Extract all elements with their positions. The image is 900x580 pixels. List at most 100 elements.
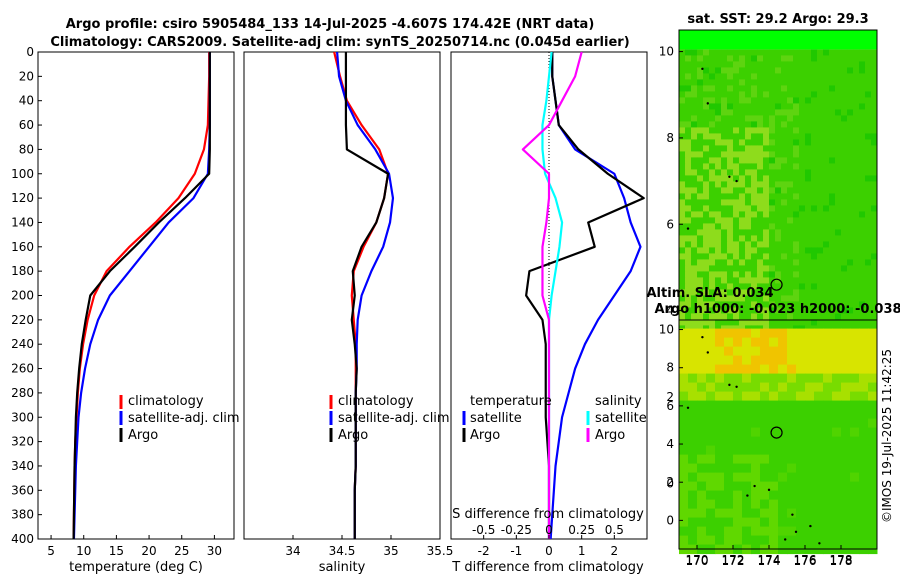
map-cell xyxy=(796,418,806,429)
map-cell xyxy=(679,346,689,357)
map-cell xyxy=(745,313,752,320)
map-cell xyxy=(775,127,782,134)
map-cell xyxy=(793,247,800,254)
x-tick-label: 170 xyxy=(686,554,709,568)
map-cell xyxy=(709,151,716,158)
map-cell xyxy=(787,373,797,384)
map-cell xyxy=(751,319,758,326)
map-cell xyxy=(679,490,689,501)
map-cell xyxy=(679,382,689,393)
map-cell xyxy=(679,181,686,188)
map-cell xyxy=(709,253,716,260)
map-cell xyxy=(724,481,734,492)
map-cell xyxy=(811,259,818,266)
map-cell xyxy=(853,121,860,128)
map-cell xyxy=(865,55,872,62)
map-cell xyxy=(733,445,743,456)
map-cell xyxy=(823,199,830,206)
map-cell xyxy=(805,271,812,278)
map-cell xyxy=(724,499,734,510)
map-cell xyxy=(742,427,752,438)
map-cell xyxy=(811,289,818,296)
map-cell xyxy=(823,193,830,200)
map-cell xyxy=(742,535,752,546)
map-cell xyxy=(871,283,878,290)
map-cell xyxy=(805,508,815,519)
map-cell xyxy=(787,445,797,456)
map-cell xyxy=(811,79,818,86)
map-cell xyxy=(787,253,794,260)
map-cell xyxy=(799,253,806,260)
map-cell xyxy=(811,169,818,176)
map-cell xyxy=(871,55,878,62)
map-cell xyxy=(745,127,752,134)
map-cell xyxy=(850,391,860,402)
map-cell xyxy=(841,91,848,98)
map-cell xyxy=(733,391,743,402)
map-cell xyxy=(727,211,734,218)
map-cell xyxy=(832,463,842,474)
map-cell xyxy=(703,79,710,86)
map-cell xyxy=(727,289,734,296)
map-cell xyxy=(787,61,794,68)
map-cell xyxy=(850,328,860,339)
map-cell xyxy=(850,364,860,375)
map-cell xyxy=(796,472,806,483)
map-cell xyxy=(847,115,854,122)
map-cell xyxy=(709,133,716,140)
map-cell xyxy=(853,235,860,242)
map-cell xyxy=(841,217,848,224)
map-cell xyxy=(715,418,725,429)
map-cell xyxy=(733,211,740,218)
map-cell xyxy=(757,97,764,104)
map-cell xyxy=(835,199,842,206)
map-cell xyxy=(850,508,860,519)
map-cell xyxy=(832,346,842,357)
map-cell xyxy=(796,346,806,357)
map-cell xyxy=(871,235,878,242)
map-cell xyxy=(697,277,704,284)
map-cell xyxy=(775,175,782,182)
map-cell xyxy=(835,205,842,212)
map-cell xyxy=(793,229,800,236)
map-cell xyxy=(697,97,704,104)
map-cell xyxy=(751,151,758,158)
map-cell xyxy=(781,271,788,278)
map-cell xyxy=(733,97,740,104)
map-cell xyxy=(868,508,878,519)
map-cell xyxy=(787,181,794,188)
map-cell xyxy=(727,79,734,86)
map-cell xyxy=(865,271,872,278)
map-cell xyxy=(733,427,743,438)
map-cell xyxy=(805,61,812,68)
map-cell xyxy=(823,175,830,182)
map-cell xyxy=(835,295,842,302)
map-cell xyxy=(769,145,776,152)
map-cell xyxy=(829,103,836,110)
map-cell xyxy=(763,97,770,104)
map-cell xyxy=(841,391,851,402)
map-cell xyxy=(751,109,758,116)
x-tick-label: 34.5 xyxy=(329,544,356,558)
map-cell xyxy=(841,61,848,68)
map-cell xyxy=(793,79,800,86)
map-cell xyxy=(859,301,866,308)
map-cell xyxy=(805,241,812,248)
map-cell xyxy=(757,139,764,146)
map-cell xyxy=(709,271,716,278)
map-cell xyxy=(835,277,842,284)
x-tick-label: 172 xyxy=(722,554,745,568)
map-cell xyxy=(739,187,746,194)
map-cell xyxy=(817,223,824,230)
map-cell xyxy=(739,115,746,122)
map-cell xyxy=(709,181,716,188)
map-cell xyxy=(763,295,770,302)
map-cell xyxy=(709,277,716,284)
y-tick-label: 240 xyxy=(11,337,34,351)
map-cell xyxy=(688,391,698,402)
map-cell xyxy=(871,319,878,326)
map-cell xyxy=(745,181,752,188)
map-cell xyxy=(793,319,800,326)
map-cell xyxy=(715,259,722,266)
map-cell xyxy=(697,418,707,429)
